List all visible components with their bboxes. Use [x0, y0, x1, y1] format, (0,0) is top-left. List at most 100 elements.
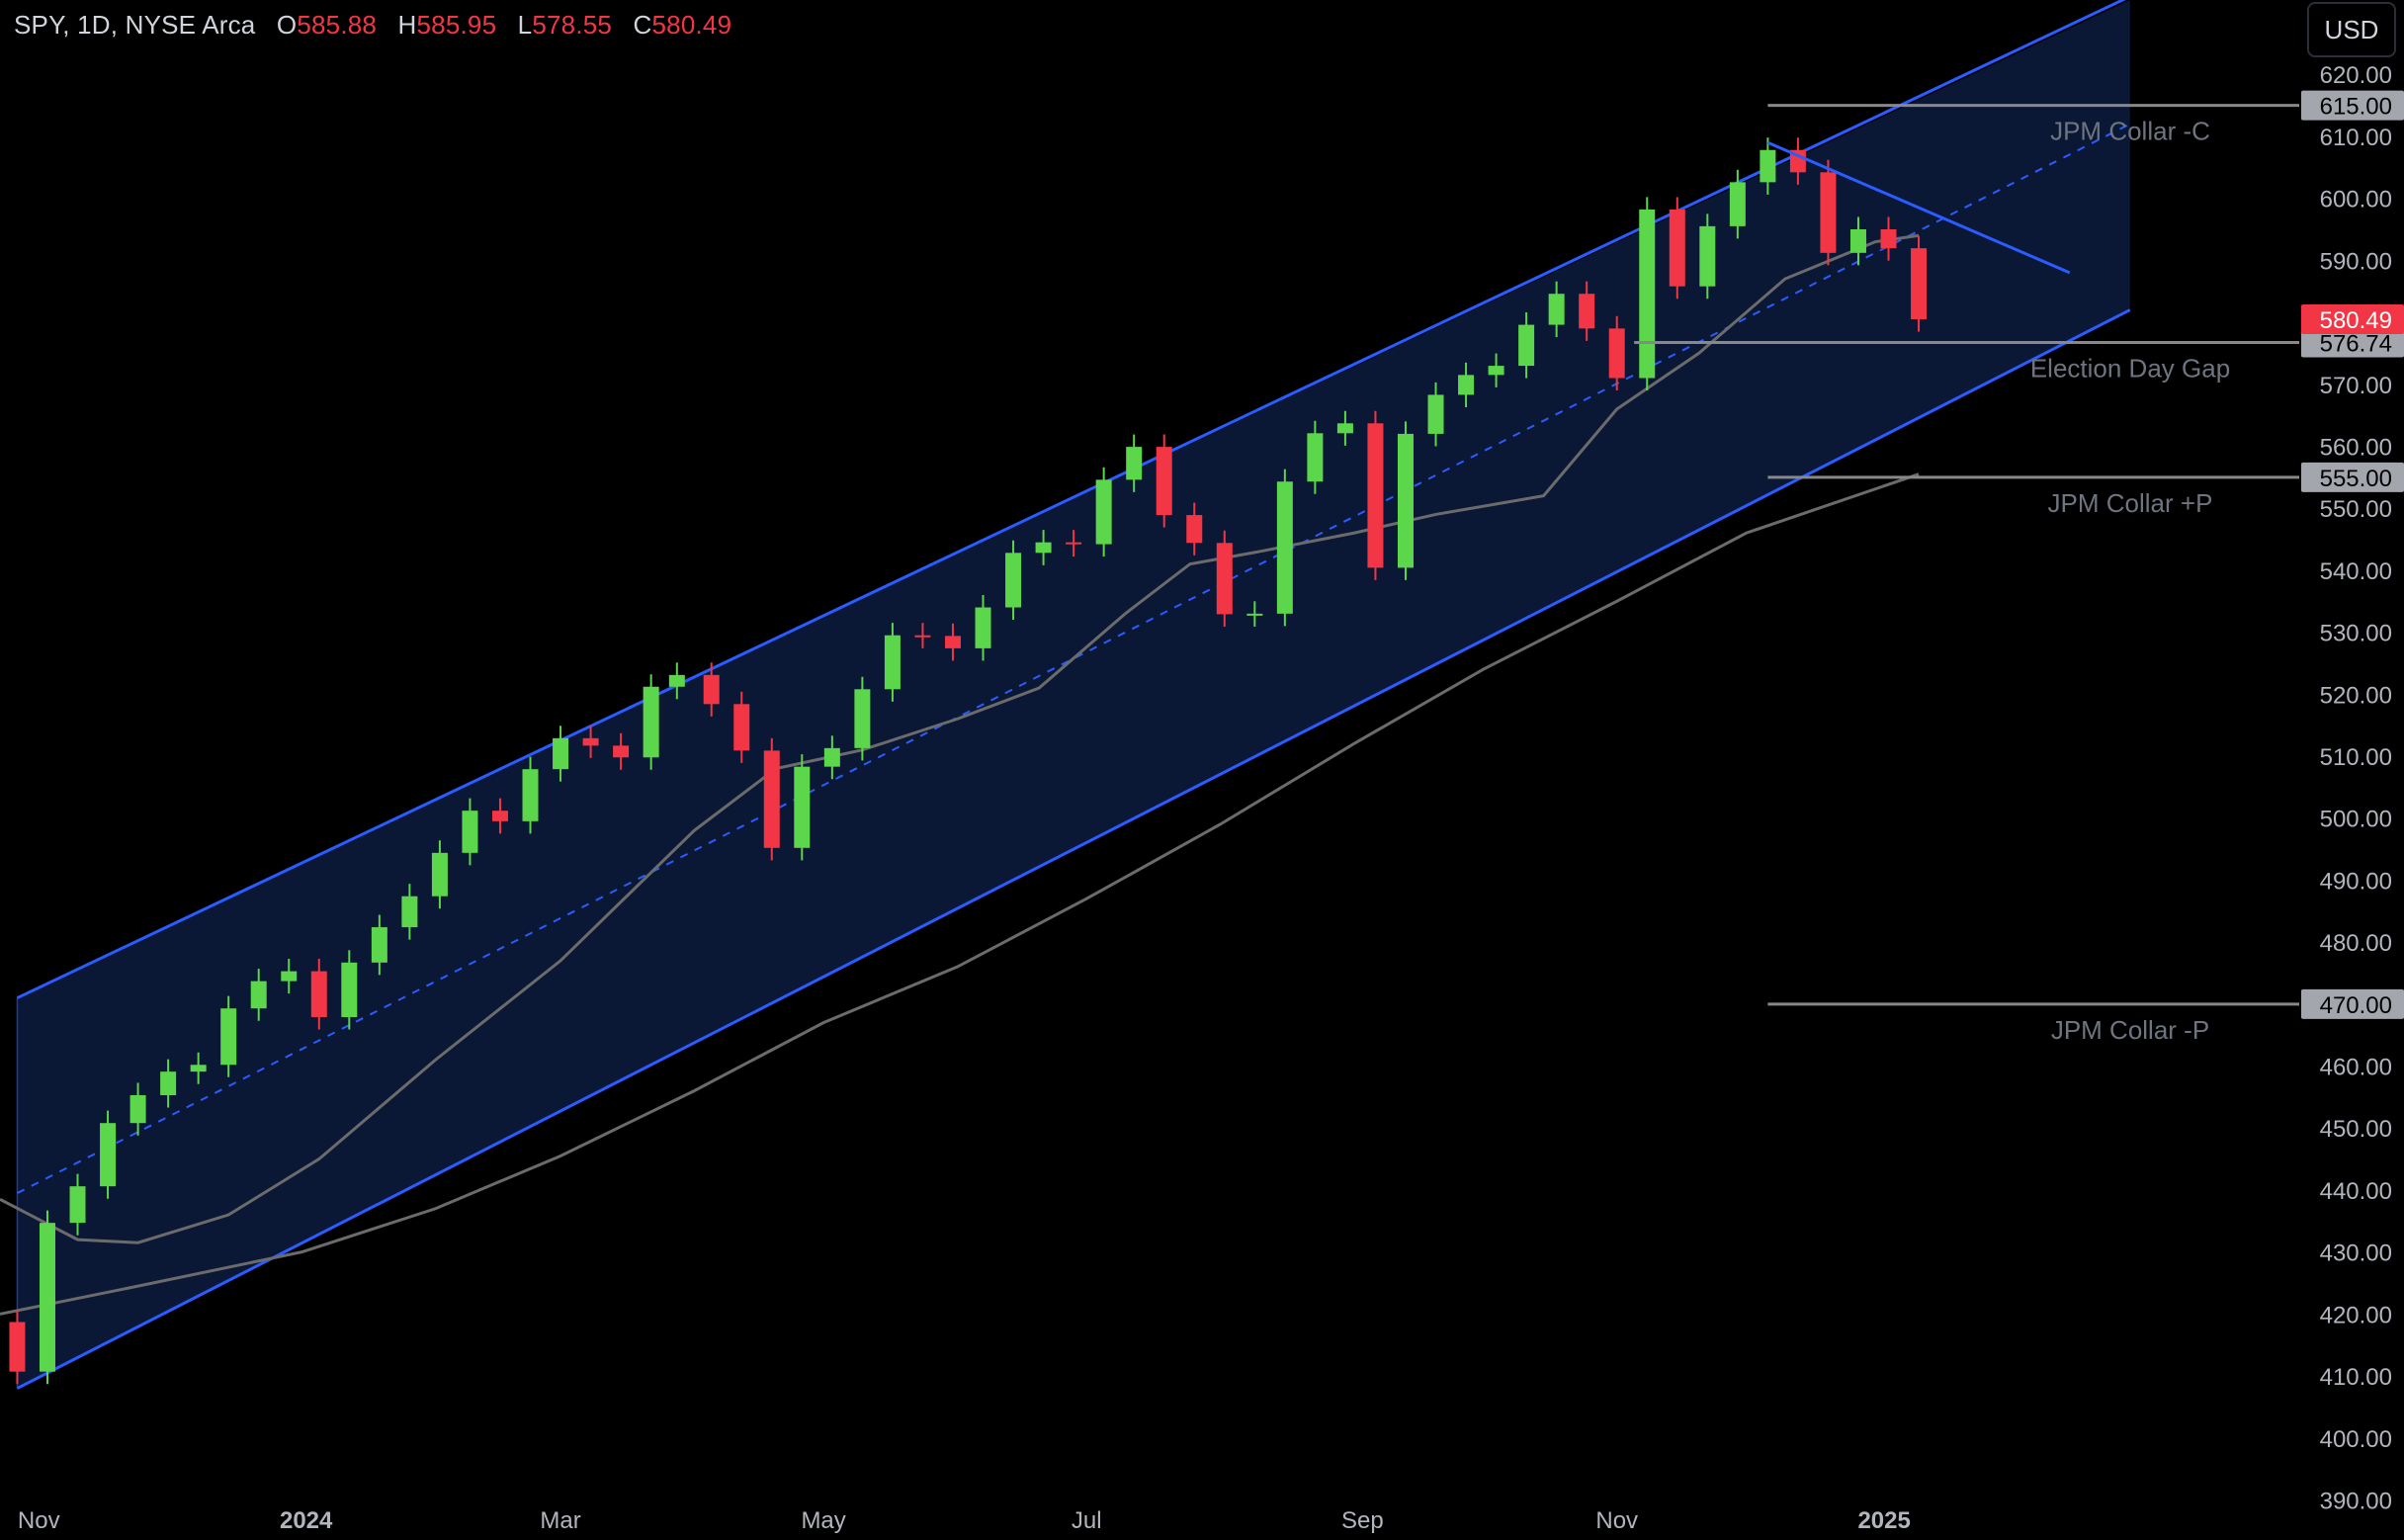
candle-body: [491, 811, 508, 821]
candle-body: [643, 686, 659, 758]
candle-body: [69, 1186, 86, 1224]
ma-200-line: [0, 472, 1920, 1316]
candle-body: [1276, 481, 1293, 614]
time-tick-label: May: [801, 1507, 845, 1534]
currency-button[interactable]: USD: [2307, 2, 2396, 57]
candles: [9, 137, 2071, 1385]
candle-body: [1458, 375, 1475, 395]
symbol-label: SPY, 1D, NYSE Arca: [14, 10, 256, 40]
candle-body: [1699, 225, 1716, 287]
candle-body: [1095, 479, 1112, 545]
trendline-down: [1766, 140, 2071, 275]
candle-body: [1880, 229, 1897, 249]
level-price-tag-bg: [2301, 90, 2404, 121]
high-label: H: [397, 10, 417, 40]
candle-body: [1518, 324, 1535, 367]
candle-body: [914, 635, 931, 638]
price-tick-label: 450.00: [2320, 1116, 2392, 1143]
candle-body: [1427, 394, 1444, 434]
candle-body: [250, 981, 267, 1009]
candle-body: [1367, 423, 1384, 568]
level-label: Election Day Gap: [2030, 354, 2230, 384]
level-label: JPM Collar -P: [2051, 1015, 2209, 1045]
level-price-tag: 470.00: [2320, 992, 2392, 1019]
candle-body: [1307, 433, 1324, 482]
candle-body: [1246, 613, 1263, 616]
channel-fill: [17, 0, 2130, 1389]
high-value: 585.95: [416, 10, 497, 40]
candle-body: [1548, 294, 1565, 325]
candle-body: [1336, 423, 1353, 434]
candle-body: [1760, 149, 1776, 183]
candle-body: [733, 704, 750, 751]
candle-body: [220, 1008, 237, 1066]
candle-body: [1156, 447, 1172, 516]
level-price-tag: 615.00: [2320, 94, 2392, 121]
price-axis: 620.00 610.00 600.00 590.00 570.00 560.00 550.…: [2301, 62, 2404, 1514]
level-price-tag: 555.00: [2320, 466, 2392, 492]
candle-body: [884, 635, 901, 690]
price-tick-label: 500.00: [2320, 807, 2392, 833]
candle-body: [371, 927, 387, 963]
candle-body: [582, 737, 599, 746]
candle-body: [854, 689, 871, 748]
candle-body: [1849, 229, 1866, 253]
candle-body: [160, 1071, 177, 1095]
low-label: L: [517, 10, 533, 40]
candle-body: [1579, 294, 1595, 329]
symbol-header: SPY, 1D, NYSE Arca O585.88 H585.95 L578.…: [14, 10, 731, 41]
candle-body: [310, 971, 327, 1017]
candle-body: [553, 737, 569, 770]
candle-body: [1035, 542, 1052, 554]
level-price-tag-bg: [2301, 327, 2404, 358]
candle-body: [794, 766, 811, 848]
price-tick-label: 510.00: [2320, 744, 2392, 771]
candle-body: [944, 636, 961, 648]
time-tick-label: Nov: [18, 1507, 60, 1534]
level-price-tag: 576.74: [2320, 331, 2392, 358]
candle-body: [1126, 447, 1143, 480]
channel-lower-line: [16, 308, 2131, 1390]
ma-50-line: [0, 233, 1920, 1244]
candle-body: [1216, 543, 1233, 615]
price-tick-label: 560.00: [2320, 434, 2392, 461]
price-tick-label: 590.00: [2320, 248, 2392, 275]
candle-body: [975, 607, 991, 648]
price-tick-label: 610.00: [2320, 125, 2392, 151]
candle-body: [613, 745, 630, 758]
price-tick-label: 440.00: [2320, 1178, 2392, 1205]
price-tick-label: 430.00: [2320, 1241, 2392, 1267]
candle-body: [668, 674, 685, 687]
candle-body: [1729, 182, 1746, 226]
price-tick-label: 550.00: [2320, 496, 2392, 523]
candle-body: [462, 811, 478, 853]
candle-body: [9, 1322, 26, 1372]
open-value: 585.88: [297, 10, 378, 40]
close-label: C: [633, 10, 652, 40]
price-tick-label: 530.00: [2320, 621, 2392, 647]
time-tick-label: Mar: [540, 1507, 580, 1534]
level-lines: JPM Collar -C Election Day Gap JPM Collar …: [1634, 104, 2299, 1045]
candle-body: [1669, 209, 1685, 287]
regression-channel: [16, 0, 2131, 1390]
candle-body: [1005, 553, 1022, 608]
candle-body: [1639, 209, 1656, 379]
candle-body: [401, 896, 418, 928]
moving-averages: [0, 233, 1920, 1316]
price-tick-label: 490.00: [2320, 868, 2392, 895]
price-tick-label: 400.00: [2320, 1426, 2392, 1453]
candle-body: [1186, 515, 1203, 544]
price-tick-label: 420.00: [2320, 1302, 2392, 1328]
candle-body: [1820, 172, 1837, 253]
candle-body: [129, 1094, 146, 1124]
time-axis: Nov 2024 Mar May Jul Sep Nov 2025: [18, 1507, 1911, 1534]
price-tick-label: 390.00: [2320, 1488, 2392, 1514]
price-tick-label: 410.00: [2320, 1364, 2392, 1391]
candle-body: [341, 962, 358, 1017]
candle-body: [190, 1065, 207, 1072]
candle-body: [1911, 248, 1928, 319]
time-tick-label: 2024: [280, 1507, 333, 1534]
level-price-tag-bg: [2301, 988, 2404, 1019]
price-tick-label: 480.00: [2320, 930, 2392, 957]
